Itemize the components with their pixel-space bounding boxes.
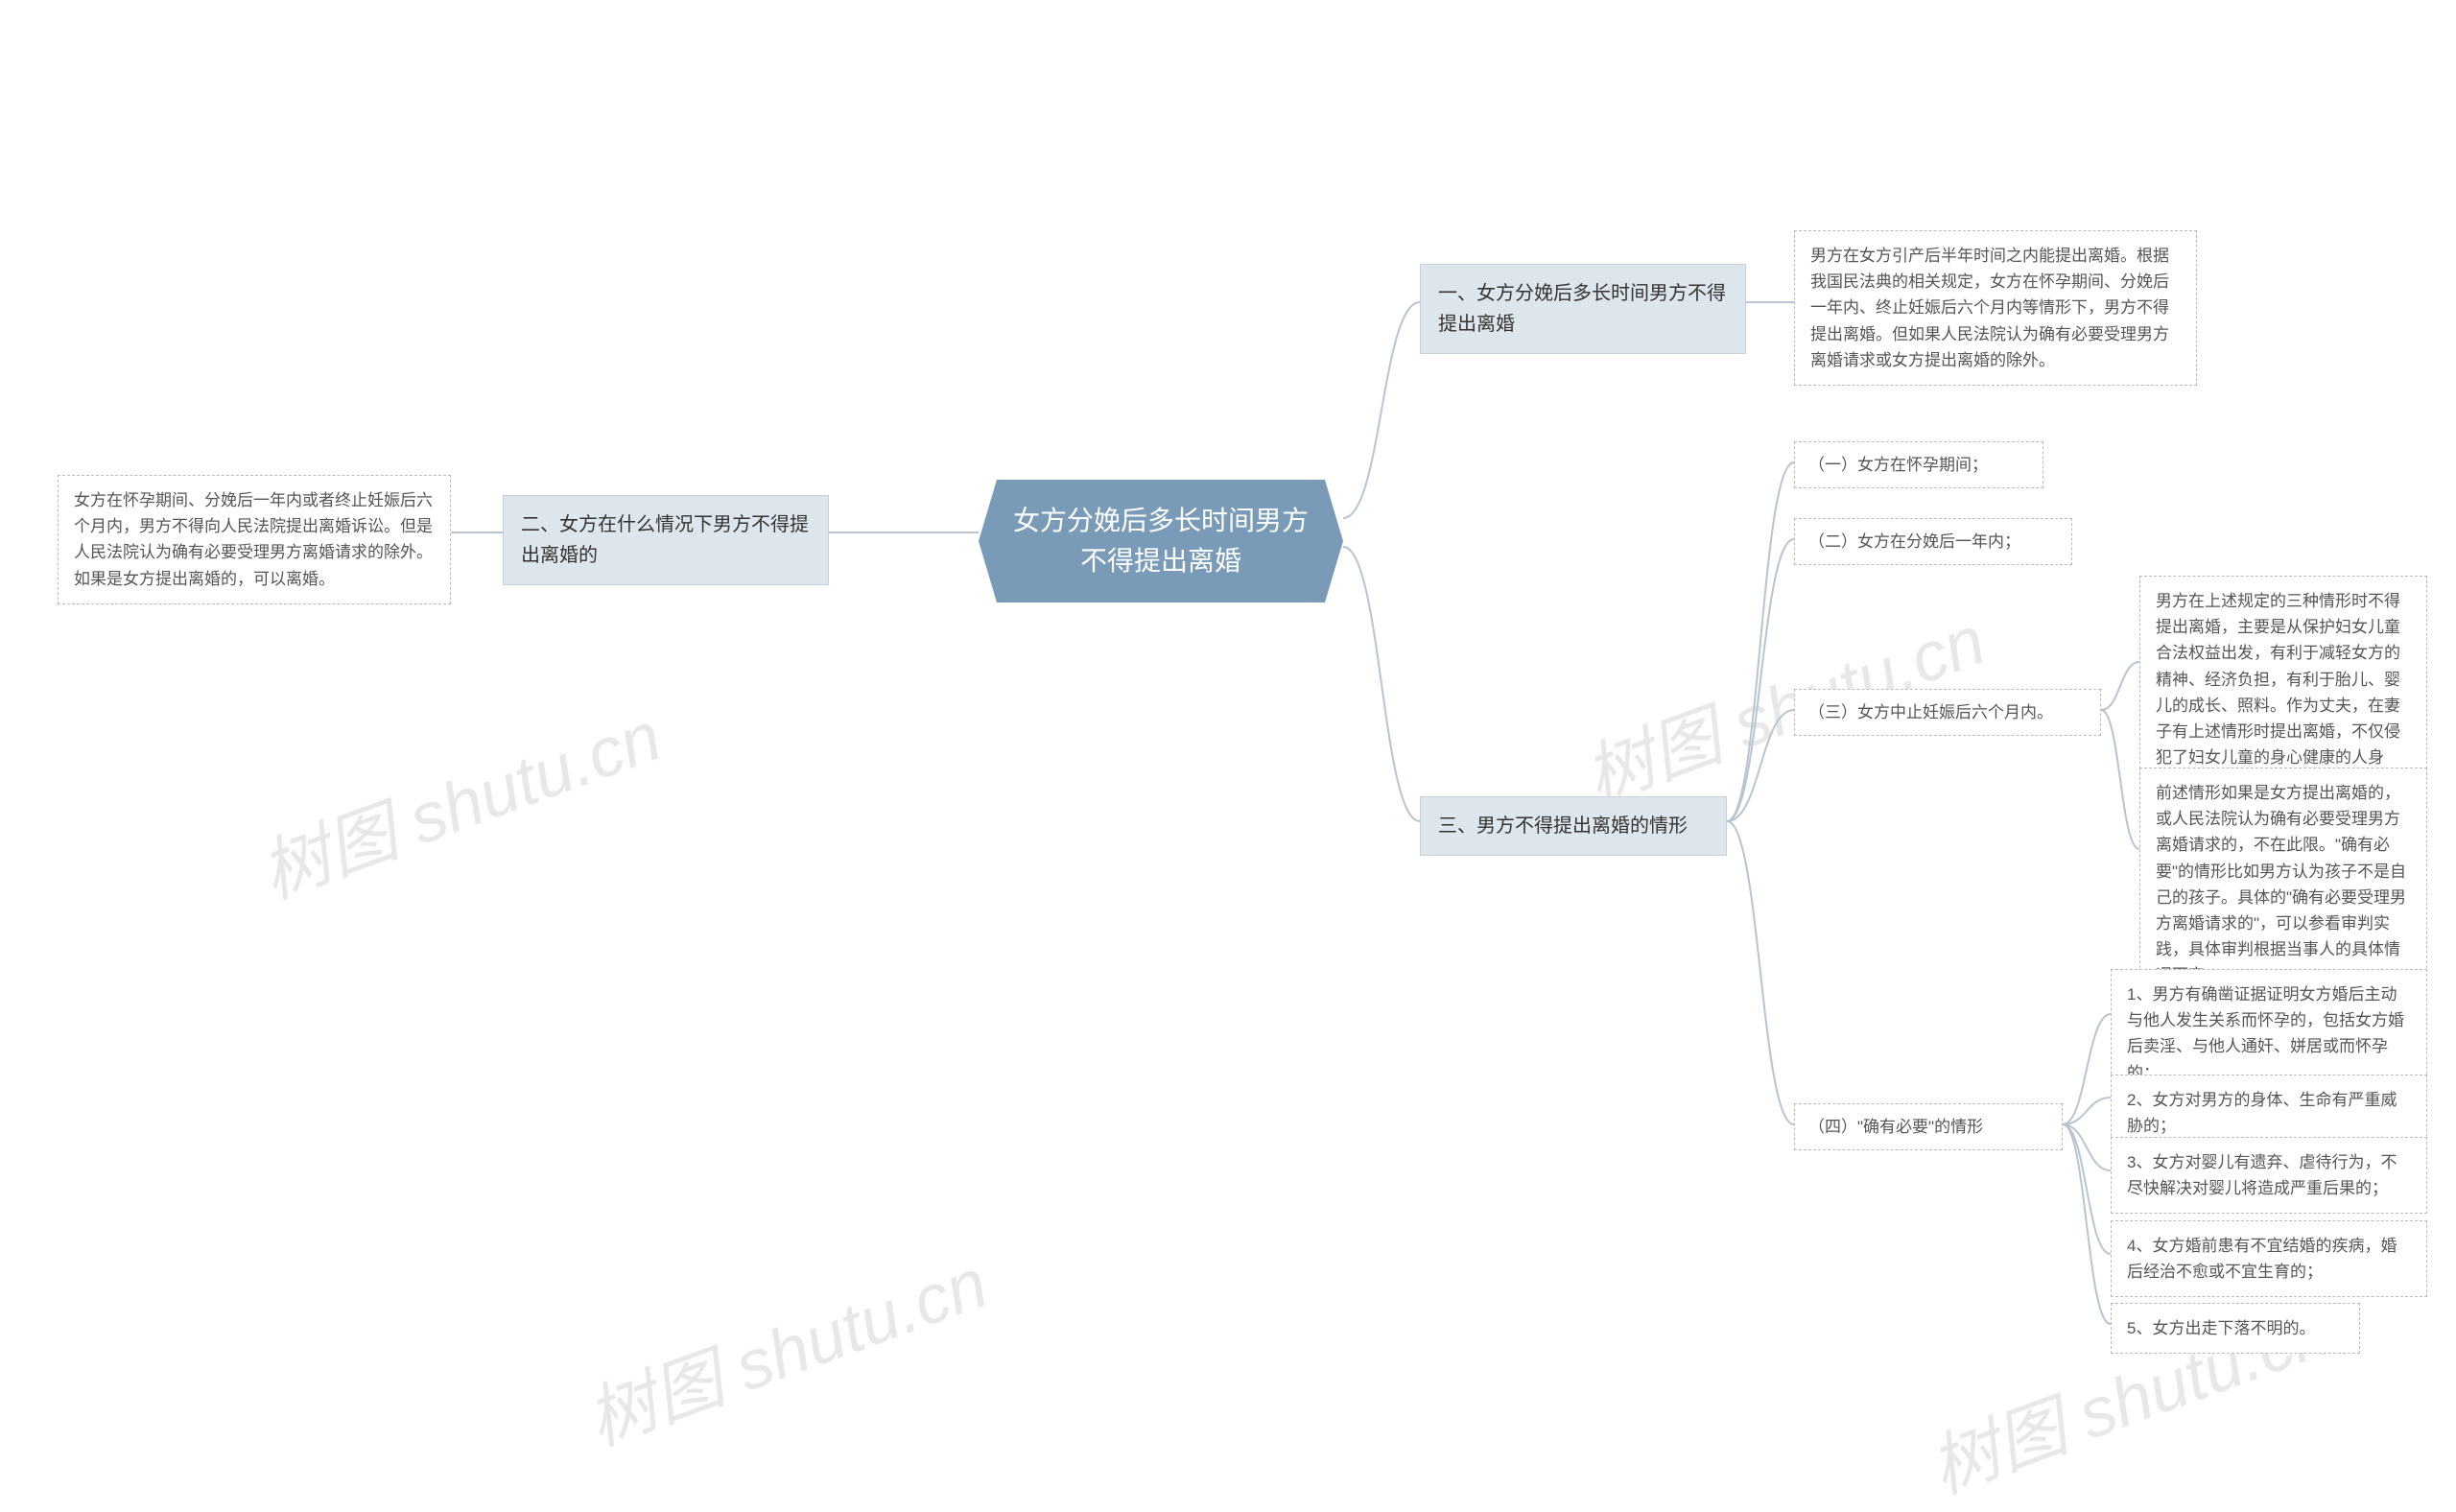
- connectors-layer: [0, 0, 2456, 1371]
- branch-3-child-2[interactable]: （二）女方在分娩后一年内；: [1794, 518, 2072, 565]
- branch-3-child-3[interactable]: （三）女方中止妊娠后六个月内。: [1794, 689, 2101, 736]
- branch-1[interactable]: 一、女方分娩后多长时间男方不得提出离婚: [1420, 264, 1746, 354]
- watermark-3: 树图 shutu.cn: [571, 1227, 999, 1465]
- branch-3-child-4-leaf-5[interactable]: 5、女方出走下落不明的。: [2111, 1303, 2360, 1354]
- branch-3-child-4[interactable]: （四）"确有必要"的情形: [1794, 1103, 2063, 1150]
- branch-3-child-4-leaf-3[interactable]: 3、女方对婴儿有遗弃、虐待行为，不尽快解决对婴儿将造成严重后果的；: [2111, 1137, 2427, 1214]
- watermark-1: 树图 shutu.cn: [245, 680, 673, 918]
- branch-3-child-3-leaf-2[interactable]: 前述情形如果是女方提出离婚的，或人民法院认为确有必要受理男方离婚请求的，不在此限…: [2139, 768, 2427, 1002]
- branch-3[interactable]: 三、男方不得提出离婚的情形: [1420, 796, 1727, 856]
- mindmap-stage: 树图 shutu.cn 树图 shutu.cn 树图 shutu.cn 树图 s…: [0, 0, 2456, 1371]
- branch-2[interactable]: 二、女方在什么情况下男方不得提出离婚的: [503, 495, 829, 585]
- branch-3-child-1[interactable]: （一）女方在怀孕期间；: [1794, 441, 2043, 488]
- branch-2-leaf-1[interactable]: 女方在怀孕期间、分娩后一年内或者终止妊娠后六个月内，男方不得向人民法院提出离婚诉…: [58, 475, 451, 604]
- branch-3-child-4-leaf-4[interactable]: 4、女方婚前患有不宜结婚的疾病，婚后经治不愈或不宜生育的；: [2111, 1220, 2427, 1297]
- branch-1-leaf-1[interactable]: 男方在女方引产后半年时间之内能提出离婚。根据我国民法典的相关规定，女方在怀孕期间…: [1794, 230, 2197, 386]
- root-node[interactable]: 女方分娩后多长时间男方不得提出离婚: [979, 480, 1343, 602]
